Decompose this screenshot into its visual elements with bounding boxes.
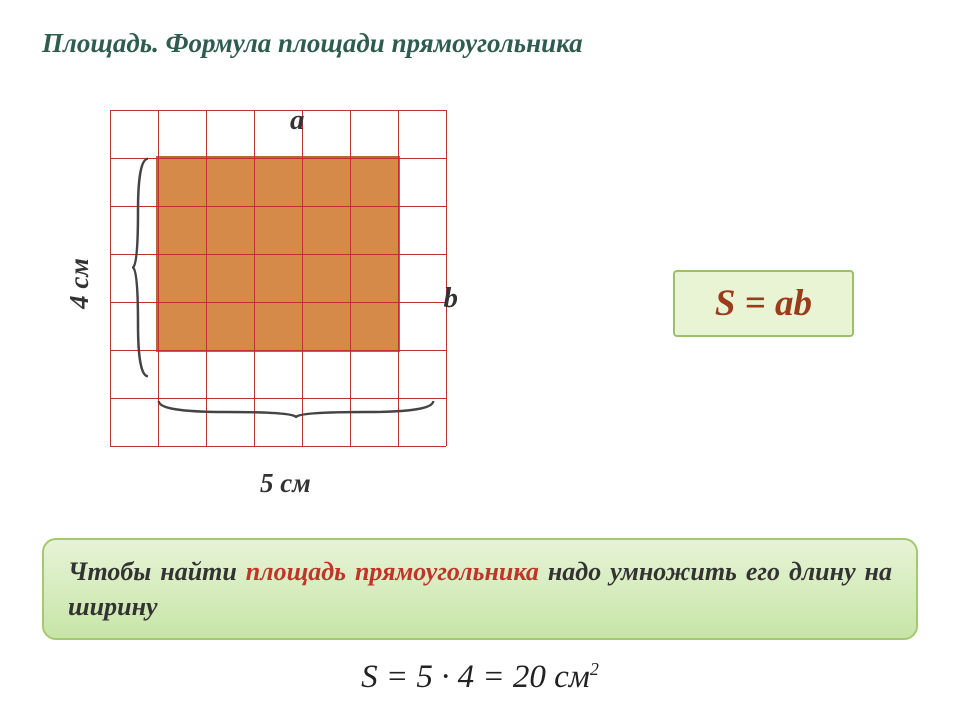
label-a: a	[290, 104, 305, 137]
rule-highlight: площадь прямоугольника	[246, 557, 539, 586]
formula-box: S = ab	[673, 270, 854, 337]
calc-sup: 2	[590, 659, 599, 679]
grid-line	[110, 206, 446, 207]
brace-bottom-icon	[155, 396, 437, 418]
grid-line	[110, 350, 446, 351]
page-title: Площадь. Формула площади прямоугольника	[42, 28, 918, 59]
rule-prefix: Чтобы найти	[68, 557, 246, 586]
calc-main: S = 5 · 4 = 20 см	[361, 659, 590, 695]
calculation: S = 5 · 4 = 20 см2	[0, 659, 960, 696]
grid-line	[446, 110, 447, 446]
dimension-height: 4 см	[64, 258, 95, 309]
label-b: b	[444, 282, 459, 315]
grid-line	[110, 254, 446, 255]
dimension-width: 5 см	[260, 468, 311, 499]
grid-line	[110, 302, 446, 303]
diagram-area: a b 4 см 5 см	[110, 110, 446, 446]
brace-left-icon	[132, 155, 154, 380]
grid-line	[110, 158, 446, 159]
rule-box: Чтобы найти площадь прямоугольника надо …	[42, 538, 918, 640]
grid-line	[110, 110, 111, 446]
grid-line	[110, 446, 446, 447]
grid-line	[110, 110, 446, 111]
